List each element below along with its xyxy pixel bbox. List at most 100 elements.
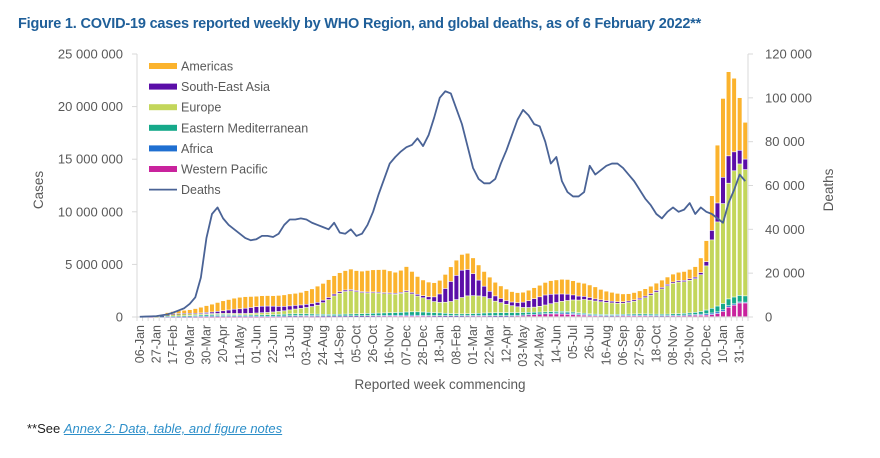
bar-segment-americas — [593, 287, 598, 299]
y-axis-title-left: Cases — [31, 171, 46, 210]
bar-segment-americas — [437, 280, 442, 294]
bar-segment-south-east-asia — [454, 275, 459, 300]
legend-label-south-east-asia: South-East Asia — [181, 80, 270, 94]
bar-segment-americas — [532, 287, 537, 299]
bar-segment-eastern-mediterranean — [293, 314, 298, 316]
bar-segment-americas — [459, 254, 464, 270]
footnote-prefix: **See — [27, 421, 64, 436]
bar-segment-south-east-asia — [615, 302, 620, 304]
bar-segment-eastern-mediterranean — [693, 312, 698, 315]
bar-segment-eastern-mediterranean — [515, 312, 520, 316]
bar-segment-africa — [726, 306, 731, 307]
legend-label-deaths: Deaths — [181, 183, 221, 197]
x-tick-label: 01-Jun — [249, 325, 263, 363]
bar-segment-europe — [443, 302, 448, 313]
bar-segment-eastern-mediterranean — [504, 313, 509, 316]
bar-segment-south-east-asia — [409, 292, 414, 294]
x-tick-label: 07-Dec — [399, 325, 413, 365]
bar-segment-americas — [582, 283, 587, 297]
bar-segment-europe — [359, 292, 364, 314]
x-tick-label: 03-May — [516, 324, 530, 366]
bar-segment-europe — [721, 203, 725, 304]
bar-segment-europe — [526, 307, 531, 312]
bar-segment-south-east-asia — [571, 295, 576, 300]
bar-segment-south-east-asia — [243, 308, 248, 314]
bar-segment-europe — [376, 293, 381, 313]
x-tick-label: 05-Jul — [566, 325, 580, 359]
bar-segment-eastern-mediterranean — [471, 313, 476, 316]
bar-segment-europe — [248, 313, 253, 315]
annex-link[interactable]: Annex 2: Data, table, and figure notes — [63, 421, 283, 436]
bar-segment-europe — [687, 280, 692, 313]
bar-segment-americas — [282, 295, 287, 307]
bar-segment-western-pacific — [687, 315, 692, 317]
legend-swatch-europe — [149, 104, 177, 111]
bar-segment-eastern-mediterranean — [582, 313, 587, 315]
x-tick-label: 16-Aug — [599, 325, 613, 365]
bar-segment-europe — [715, 222, 720, 306]
bar-segment-eastern-mediterranean — [732, 297, 737, 304]
x-tick-labels: 06-Jan 27-Jan 17-Feb 09-Mar 30-Mar 20-Apr 11-M… — [133, 324, 747, 366]
bar-segment-eastern-mediterranean — [215, 314, 220, 316]
bar-segment-americas — [248, 296, 253, 308]
bar-segment-europe — [598, 302, 603, 315]
x-tick-label: 08-Nov — [666, 324, 680, 365]
bar-segment-south-east-asia — [304, 304, 309, 308]
bar-segment-south-east-asia — [332, 294, 337, 296]
bar-segment-americas — [515, 292, 520, 303]
bar-segment-europe — [187, 314, 192, 316]
x-tick-label: 24-Aug — [316, 325, 330, 365]
bar-segment-europe — [726, 183, 731, 299]
bar-segment-south-east-asia — [404, 291, 409, 292]
bar-segment-europe — [682, 282, 687, 314]
x-tick-label: 29-Nov — [683, 324, 697, 365]
bar-segment-south-east-asia — [582, 296, 587, 300]
bar-segment-eastern-mediterranean — [221, 314, 226, 316]
bar-segment-western-pacific — [543, 314, 548, 317]
bar-segment-europe — [621, 303, 626, 314]
bar-segment-americas — [743, 122, 748, 159]
x-tick-label: 20-Apr — [216, 325, 230, 363]
bar-segment-europe — [582, 299, 587, 313]
bar-segment-south-east-asia — [237, 309, 242, 314]
bar-segment-western-pacific — [632, 315, 637, 317]
bar-segment-eastern-mediterranean — [321, 314, 326, 316]
bar-segment-south-east-asia — [559, 294, 564, 302]
bar-segment-eastern-mediterranean — [298, 314, 303, 316]
bar-segment-eastern-mediterranean — [743, 296, 748, 302]
bar-segment-south-east-asia — [293, 305, 298, 309]
bar-segment-europe — [398, 293, 403, 313]
bar-segment-eastern-mediterranean — [698, 311, 703, 314]
bar-segment-americas — [471, 258, 476, 274]
bar-segment-americas — [598, 289, 603, 300]
bar-segment-europe — [371, 293, 376, 313]
bar-segment-western-pacific — [743, 303, 748, 317]
bar-segment-eastern-mediterranean — [576, 313, 581, 314]
bar-segment-eastern-mediterranean — [459, 314, 464, 316]
bar-segment-south-east-asia — [209, 312, 214, 314]
bar-segment-europe — [609, 303, 614, 315]
bar-segment-europe — [465, 296, 470, 314]
bar-segment-americas — [698, 258, 703, 273]
bar-segment-africa — [565, 313, 570, 314]
legend-label-americas: Americas — [181, 60, 233, 74]
bar-segment-americas — [682, 271, 687, 281]
bar-segment-americas — [293, 293, 298, 306]
bar-segment-americas — [426, 282, 431, 297]
bar-segment-south-east-asia — [548, 294, 553, 304]
bar-segment-eastern-mediterranean — [482, 313, 487, 316]
bar-segment-americas — [509, 291, 514, 302]
bar-segment-south-east-asia — [326, 297, 331, 300]
bar-segment-europe — [587, 300, 592, 314]
y2-tick-label: 0 — [765, 310, 772, 325]
bar-segment-western-pacific — [732, 305, 737, 317]
bar-segment-south-east-asia — [254, 307, 259, 313]
bar-segment-europe — [426, 300, 431, 313]
bar-segment-eastern-mediterranean — [443, 313, 448, 316]
bar-segment-south-east-asia — [287, 306, 292, 310]
bar-segment-americas — [465, 253, 470, 270]
bar-segment-eastern-mediterranean — [721, 303, 725, 310]
bar-segment-eastern-mediterranean — [259, 315, 264, 316]
bar-segment-americas — [221, 301, 226, 311]
bar-segment-eastern-mediterranean — [282, 314, 287, 316]
